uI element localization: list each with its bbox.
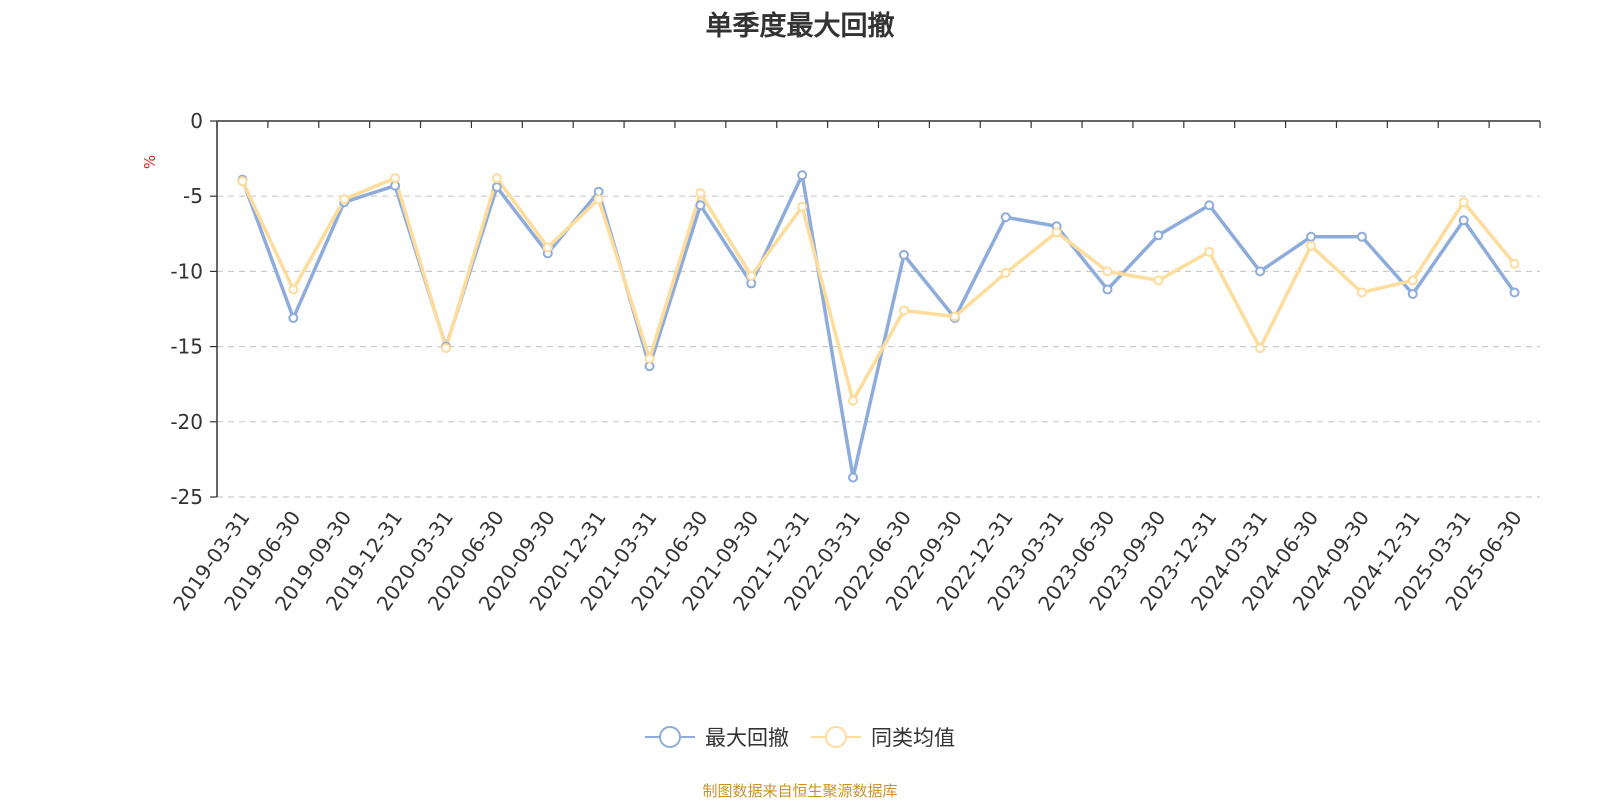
data-point-1[interactable] [593, 194, 604, 205]
y-tick-label: -25 [170, 485, 203, 509]
grid-lines [217, 195, 1540, 498]
chart-title: 单季度最大回撤 [705, 11, 895, 42]
data-point-0[interactable] [1407, 288, 1418, 299]
data-point-0[interactable] [1306, 231, 1317, 242]
data-point-1[interactable] [390, 173, 401, 184]
data-point-0[interactable] [1458, 215, 1469, 226]
data-point-0[interactable] [491, 182, 502, 193]
data-point-0[interactable] [797, 170, 808, 181]
data-point-0[interactable] [848, 472, 859, 483]
data-point-0[interactable] [1204, 200, 1215, 211]
data-point-0[interactable] [1000, 212, 1011, 223]
y-tick-label: 0 [190, 109, 203, 133]
y-tick-label: -5 [183, 184, 203, 208]
data-point-1[interactable] [848, 395, 859, 406]
data-point-0[interactable] [1153, 230, 1164, 241]
legend: 最大回撤 同类均值 [0, 722, 1600, 752]
series-lines [237, 170, 1520, 483]
data-point-1[interactable] [898, 305, 909, 316]
data-point-1[interactable] [1356, 287, 1367, 298]
data-point-1[interactable] [797, 201, 808, 212]
data-point-1[interactable] [1509, 258, 1520, 269]
data-point-1[interactable] [1153, 275, 1164, 286]
data-point-1[interactable] [288, 284, 299, 295]
data-point-1[interactable] [339, 194, 350, 205]
axes: 0-5-10-15-20-252019-03-312019-06-302019-… [168, 109, 1541, 615]
legend-label: 同类均值 [871, 726, 955, 750]
data-point-1[interactable] [440, 343, 451, 354]
legend-marker-icon [645, 726, 695, 748]
series-line-0 [240, 173, 1516, 480]
data-point-1[interactable] [644, 353, 655, 364]
data-point-1[interactable] [542, 242, 553, 253]
legend-item-series-0[interactable]: 最大回撤 [645, 722, 789, 752]
data-point-1[interactable] [1000, 267, 1011, 278]
data-point-1[interactable] [746, 270, 757, 281]
data-point-0[interactable] [288, 313, 299, 324]
data-point-0[interactable] [1356, 231, 1367, 242]
data-point-0[interactable] [1102, 284, 1113, 295]
data-point-1[interactable] [695, 188, 706, 199]
data-point-1[interactable] [1458, 197, 1469, 208]
data-point-1[interactable] [1204, 246, 1215, 257]
source-note: 制图数据来自恒生聚源数据库 [702, 782, 898, 800]
data-point-1[interactable] [1306, 240, 1317, 251]
data-point-1[interactable] [1102, 266, 1113, 277]
data-point-0[interactable] [898, 249, 909, 260]
data-point-1[interactable] [237, 176, 248, 187]
legend-item-series-1[interactable]: 同类均值 [811, 722, 955, 752]
data-point-0[interactable] [695, 200, 706, 211]
legend-marker-icon [811, 726, 861, 748]
legend-label: 最大回撤 [705, 726, 789, 750]
y-tick-label: -20 [170, 410, 203, 434]
y-tick-label: -10 [170, 259, 203, 283]
data-point-0[interactable] [1509, 287, 1520, 298]
y-axis-label: % [141, 155, 159, 169]
data-point-1[interactable] [1407, 275, 1418, 286]
data-point-1[interactable] [1051, 227, 1062, 238]
series-line-1 [240, 176, 1516, 403]
data-point-1[interactable] [491, 173, 502, 184]
y-tick-label: -15 [170, 335, 203, 359]
data-point-1[interactable] [949, 311, 960, 322]
data-point-0[interactable] [1255, 266, 1266, 277]
data-point-1[interactable] [1255, 343, 1266, 354]
